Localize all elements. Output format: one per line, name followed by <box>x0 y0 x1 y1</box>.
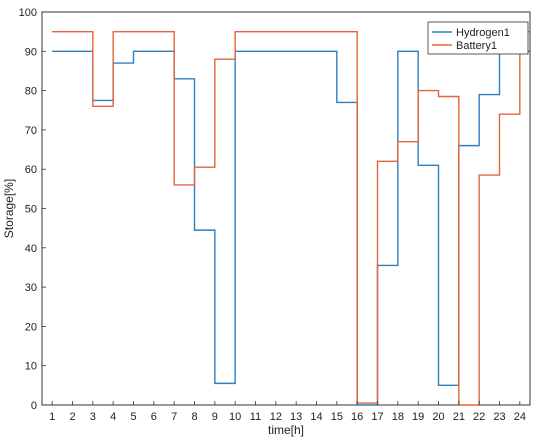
y-tick-label: 60 <box>25 164 37 176</box>
legend-label: Hydrogen1 <box>456 27 510 39</box>
y-tick-label: 100 <box>19 7 37 19</box>
y-tick-label: 40 <box>25 243 37 255</box>
x-tick-label: 13 <box>290 411 302 423</box>
x-tick-label: 22 <box>473 411 485 423</box>
y-tick-label: 80 <box>25 86 37 98</box>
y-tick-label: 20 <box>25 321 37 333</box>
x-tick-label: 16 <box>351 411 363 423</box>
y-tick-label: 50 <box>25 204 37 216</box>
x-tick-label: 6 <box>151 411 157 423</box>
x-tick-label: 21 <box>453 411 465 423</box>
x-tick-label: 1 <box>49 411 55 423</box>
x-tick-label: 24 <box>514 411 526 423</box>
x-tick-label: 12 <box>270 411 282 423</box>
legend-box <box>427 21 529 55</box>
x-tick-label: 10 <box>229 411 241 423</box>
x-tick-label: 3 <box>90 411 96 423</box>
y-axis-label: Storage[%] <box>2 179 16 238</box>
x-tick-label: 4 <box>110 411 116 423</box>
x-tick-label: 8 <box>191 411 197 423</box>
x-tick-label: 18 <box>392 411 404 423</box>
y-axis: 0 10 20 30 40 50 60 70 80 90 100 <box>19 7 46 412</box>
legend-label: Battery1 <box>456 40 497 52</box>
x-tick-label: 23 <box>493 411 505 423</box>
x-tick-label: 9 <box>212 411 218 423</box>
x-tick-label: 15 <box>331 411 343 423</box>
x-tick-label: 19 <box>412 411 424 423</box>
plot-frame <box>41 11 531 406</box>
x-tick-label: 11 <box>250 411 261 423</box>
plot-area <box>41 11 531 406</box>
y-tick-label: 90 <box>25 46 37 58</box>
x-tick-label: 20 <box>432 411 444 423</box>
series-line-battery1 <box>52 30 530 406</box>
y-tick-label: 70 <box>25 125 37 137</box>
x-tick-label: 17 <box>371 411 383 423</box>
x-axis: 1 2 3 4 5 6 7 8 9 10 11 12 13 14 15 16 17 18 19 20 21 22 23 24 <box>49 401 526 423</box>
x-tick-label: 14 <box>310 411 322 423</box>
y-tick-label: 0 <box>31 400 37 412</box>
y-tick-label: 10 <box>25 361 37 373</box>
x-axis-label: time[h] <box>268 423 304 437</box>
x-tick-label: 2 <box>69 411 75 423</box>
x-tick-label: 5 <box>130 411 136 423</box>
y-tick-label: 30 <box>25 282 37 294</box>
x-tick-label: 7 <box>171 411 177 423</box>
series-layer <box>52 30 530 406</box>
